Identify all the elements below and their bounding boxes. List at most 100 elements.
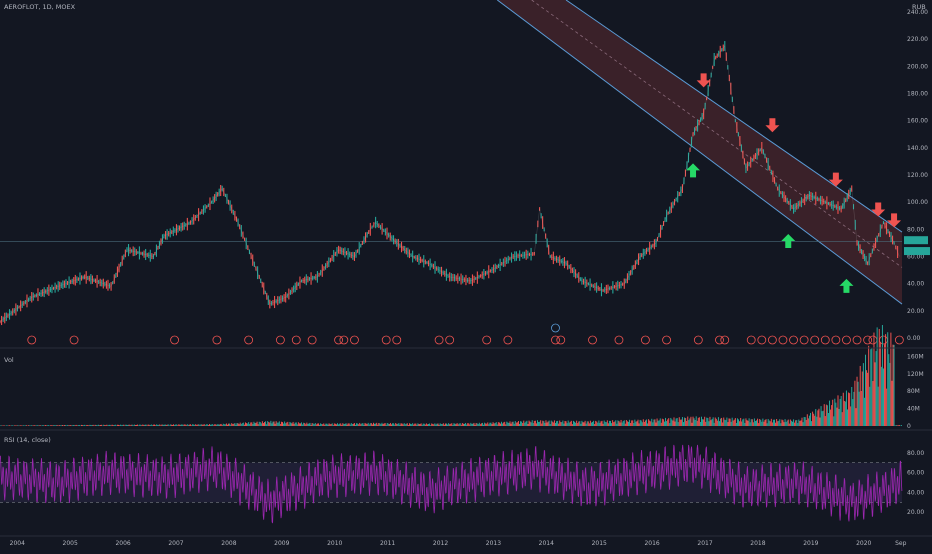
price-line: [0, 45, 900, 322]
earnings-marker-icon: [339, 335, 349, 345]
time-tick-label: 2008: [221, 540, 236, 547]
arrow-up-icon: [686, 163, 701, 178]
price-tag: [904, 247, 930, 256]
time-tick-label: 2004: [10, 540, 25, 547]
earnings-marker-icon: [831, 335, 841, 345]
time-tick-label: 2005: [63, 540, 78, 547]
earnings-marker-icon: [746, 335, 756, 345]
earnings-marker-icon: [69, 335, 79, 345]
time-tick-label: 2010: [327, 540, 342, 547]
arrow-down-icon: [828, 172, 843, 187]
price-tick-label: 200.00: [907, 63, 928, 70]
arrow-down-shape: [696, 73, 711, 88]
earnings-marker-icon: [662, 335, 671, 345]
earnings-marker-icon: [810, 335, 820, 345]
earnings-marker-icon: [170, 335, 179, 345]
earnings-marker-icon: [334, 335, 343, 345]
time-tick-label: 2018: [750, 540, 765, 547]
time-tick-label: 2015: [592, 540, 607, 547]
time-tick-label: 2020: [856, 540, 871, 547]
arrow-down-shape: [871, 202, 886, 217]
earnings-marker-icon: [641, 335, 650, 345]
symbol-title: AEROFLOT, 1D, MOEX: [4, 3, 76, 11]
currency-label: RUB: [912, 3, 926, 11]
earnings-marker-icon: [244, 335, 254, 345]
rsi-tick-label: 60.00: [907, 470, 924, 477]
arrow-down-shape: [765, 118, 780, 133]
earnings-marker-icon: [482, 335, 492, 345]
earnings-marker-icon: [715, 335, 724, 345]
price-tick-label: 0.00: [907, 335, 921, 342]
rsi-tick-label: 40.00: [907, 489, 924, 496]
earnings-marker-icon: [27, 335, 37, 345]
earnings-marker-icon: [556, 335, 566, 345]
arrow-up-icon: [839, 278, 854, 293]
arrow-down-shape: [887, 213, 902, 228]
price-tick-label: 140.00: [907, 145, 928, 152]
time-tick-label: 2007: [168, 540, 183, 547]
rsi-pane-title: RSI (14, close): [4, 436, 51, 444]
time-tick-label: 2006: [115, 540, 130, 547]
time-tick-label: 2014: [539, 540, 554, 547]
earnings-marker-icon: [291, 335, 301, 345]
price-tick-label: 80.00: [907, 226, 924, 233]
earnings-marker-icon: [350, 335, 359, 345]
earnings-marker-icon: [445, 335, 455, 345]
price-tag: [904, 236, 928, 245]
arrow-down-icon: [887, 213, 902, 228]
earnings-marker-icon: [852, 335, 862, 345]
arrow-up-shape: [839, 278, 854, 293]
price-tick-label: 120.00: [907, 172, 928, 179]
earnings-marker-icon: [778, 335, 788, 345]
price-tick-label: 40.00: [907, 281, 924, 288]
price-tick-label: 160.00: [907, 118, 928, 125]
price-tick-label: 240.00: [907, 9, 928, 16]
price-tick-label: 60.00: [907, 254, 924, 261]
price-tick-label: 20.00: [907, 308, 924, 315]
time-tick-label: 2013: [486, 540, 501, 547]
earnings-marker-icon: [820, 335, 830, 345]
arrow-down-shape: [828, 172, 843, 187]
arrow-up-shape: [781, 234, 796, 249]
earnings-marker-icon: [863, 335, 873, 345]
channel-upper-line: [565, 0, 903, 233]
earnings-marker-icon: [381, 335, 391, 345]
time-tick-label: 2016: [644, 540, 659, 547]
earnings-marker-icon: [503, 335, 513, 345]
time-tick-label: 2011: [380, 540, 395, 547]
earnings-marker-icon: [720, 335, 730, 345]
earnings-marker-icon: [392, 335, 402, 345]
earnings-marker-icon: [767, 335, 777, 345]
arrow-up-shape: [686, 163, 701, 178]
arrow-down-icon: [765, 118, 780, 133]
earnings-marker-icon: [799, 335, 809, 345]
earnings-marker-icon: [789, 335, 798, 345]
arrow-down-icon: [696, 73, 711, 88]
volume-tick-label: 120M: [907, 371, 924, 378]
earnings-marker-icon: [434, 335, 444, 345]
volume-tick-label: 160M: [907, 353, 924, 360]
rsi-line: [0, 444, 903, 524]
price-tick-label: 100.00: [907, 199, 928, 206]
volume-tick-label: 0: [907, 423, 911, 430]
earnings-marker-icon: [894, 335, 904, 345]
earnings-marker-icon: [614, 335, 624, 345]
volume-pane-title: Vol: [4, 356, 14, 364]
rsi-tick-label: 20.00: [907, 509, 924, 516]
earnings-marker-icon: [212, 335, 222, 345]
arrow-down-icon: [871, 202, 886, 217]
time-tick-label: 2012: [433, 540, 448, 547]
volume-tick-label: 40M: [907, 406, 920, 413]
time-tick-label: 2017: [697, 540, 712, 547]
channel-midline: [531, 0, 903, 268]
earnings-marker-icon: [757, 335, 767, 345]
rsi-tick-label: 80.00: [907, 450, 924, 457]
earnings-marker-icon: [307, 335, 317, 345]
earnings-marker-icon: [842, 335, 851, 345]
price-tick-label: 220.00: [907, 36, 928, 43]
arrow-up-icon: [781, 234, 796, 249]
earnings-marker-icon: [588, 335, 597, 345]
price-tick-label: 180.00: [907, 91, 928, 98]
